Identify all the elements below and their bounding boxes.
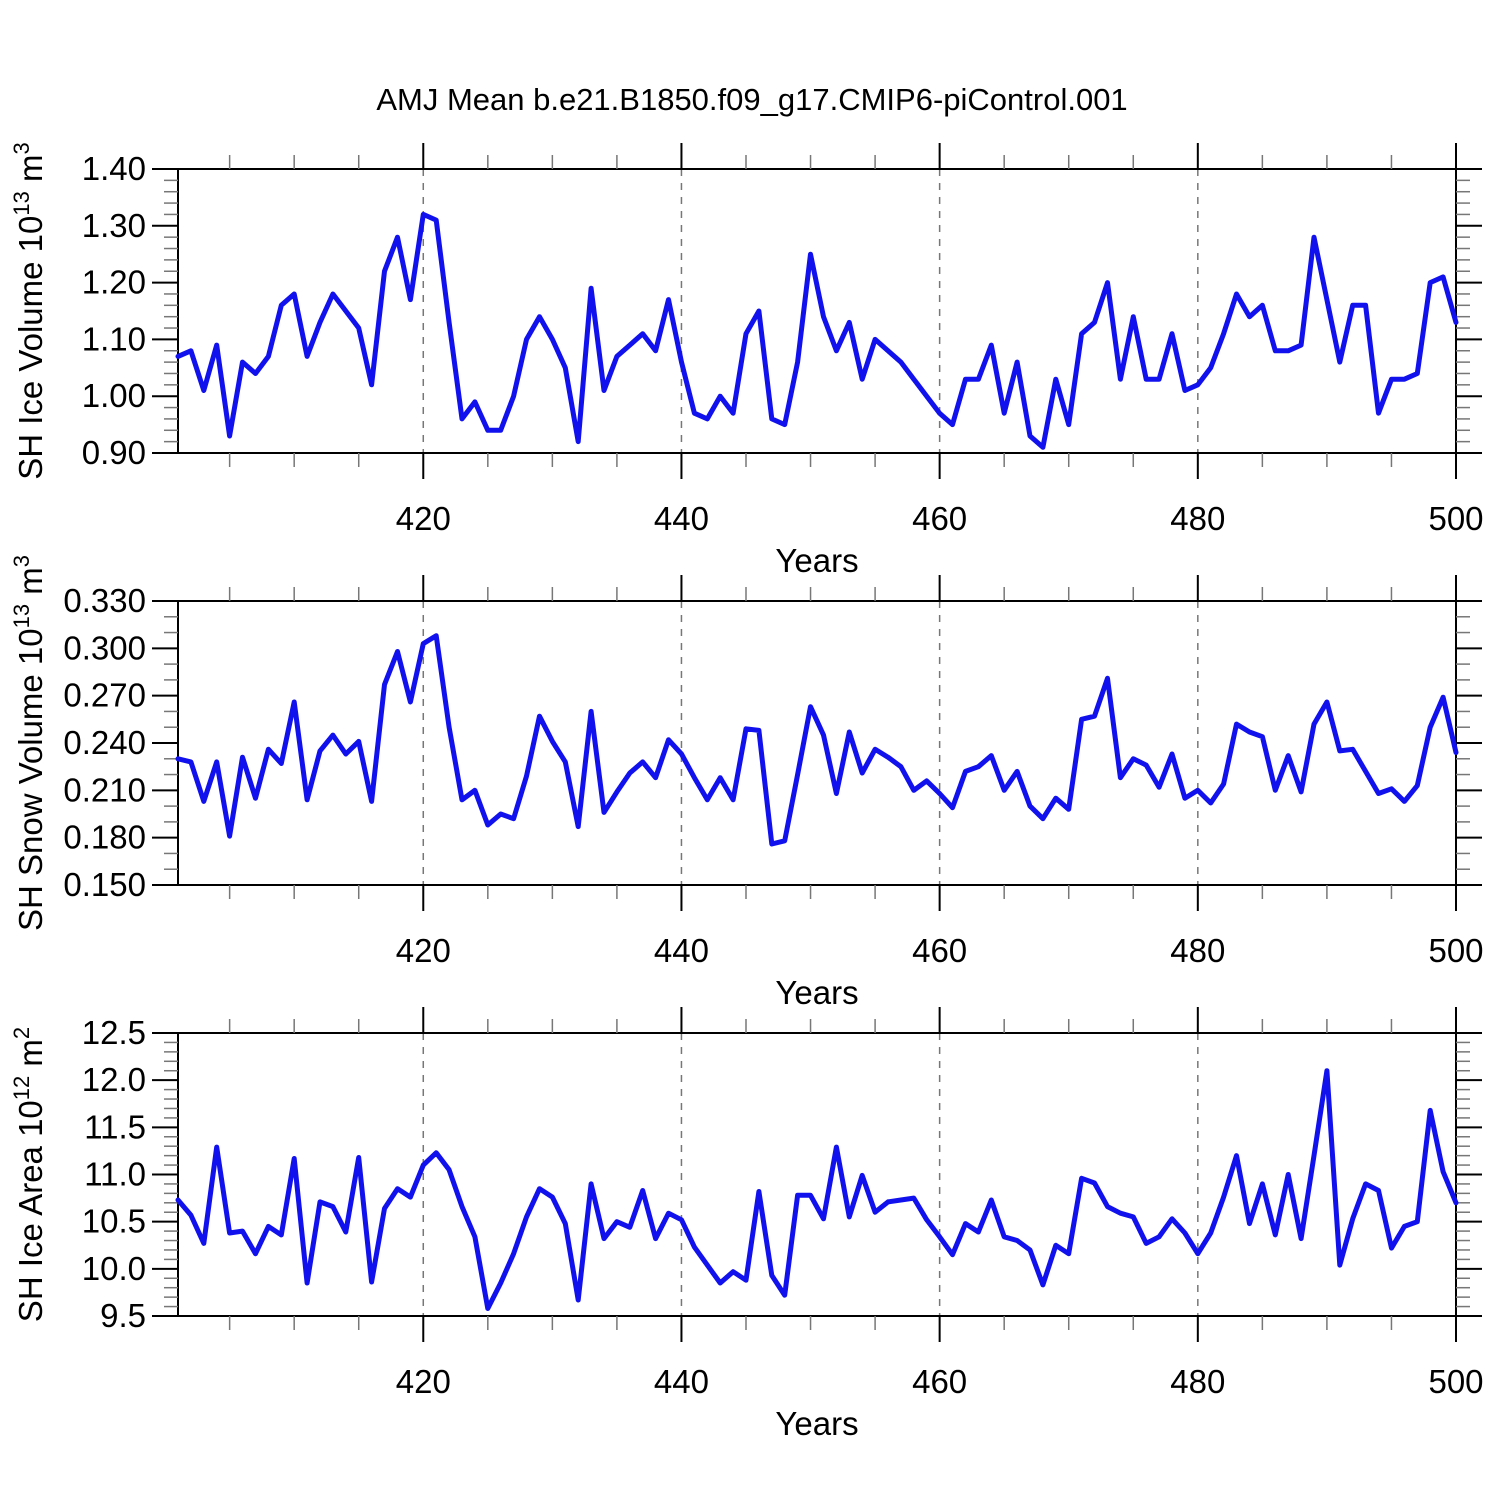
x-tick-label: 440 — [654, 500, 709, 537]
x-tick-label: 500 — [1428, 500, 1483, 537]
x-tick-label: 420 — [396, 500, 451, 537]
y-tick-label: 0.180 — [63, 819, 146, 856]
y-tick-label: 1.30 — [82, 207, 146, 244]
y-tick-label: 12.5 — [82, 1014, 146, 1051]
y-axis-title: SH Snow Volume 1013 m3 — [9, 555, 49, 931]
x-tick-label: 420 — [396, 932, 451, 969]
y-tick-label: 11.0 — [84, 1156, 146, 1193]
y-tick-label: 10.0 — [82, 1250, 146, 1287]
x-axis-title: Years — [775, 542, 858, 579]
y-tick-label: 1.00 — [82, 377, 146, 414]
y-tick-label: 9.5 — [100, 1297, 146, 1334]
y-tick-label: 0.210 — [63, 771, 146, 808]
plot-frame — [177, 168, 1457, 454]
y-tick-label: 0.240 — [63, 724, 146, 761]
y-tick-label: 0.330 — [63, 582, 146, 619]
y-tick-label: 0.150 — [63, 866, 146, 903]
x-tick-label: 440 — [654, 1363, 709, 1400]
y-tick-label: 12.0 — [82, 1061, 146, 1098]
y-tick-label: 0.300 — [63, 629, 146, 666]
data-line-sh-ice-area — [175, 1068, 1459, 1311]
x-tick-label: 440 — [654, 932, 709, 969]
data-line-sh-ice-volume — [175, 211, 1459, 450]
x-tick-label: 480 — [1170, 500, 1225, 537]
y-tick-label: 1.20 — [82, 264, 146, 301]
panel-sh-snow-volume: 420 440 460 480 500 0.150 0.180 0.210 0.240 0.270… — [9, 555, 1484, 1011]
data-line-sh-snow-volume — [175, 633, 1459, 847]
x-tick-label: 500 — [1428, 1363, 1483, 1400]
x-tick-label: 460 — [912, 932, 967, 969]
panel-sh-ice-area: 420 440 460 480 500 9.5 10.0 10.5 11.0 11.5 12.0 12… — [9, 1007, 1484, 1442]
x-tick-label: 480 — [1170, 932, 1225, 969]
x-tick-label: 460 — [912, 500, 967, 537]
chart-title: AMJ Mean b.e21.B1850.f09_g17.CMIP6-piCon… — [376, 82, 1127, 117]
y-axis-title: SH Ice Volume 1013 m3 — [9, 142, 49, 480]
y-tick-label: 1.40 — [82, 150, 146, 187]
panel-sh-ice-volume: 420 440 460 480 500 0.90 1.00 1.10 1.20 1.30 1.40 Y… — [9, 142, 1484, 579]
y-tick-label: 1.10 — [82, 320, 146, 357]
y-tick-label: 0.90 — [82, 434, 146, 471]
y-tick-label: 0.270 — [63, 677, 146, 714]
y-axis-title: SH Ice Area 1012 m2 — [9, 1027, 49, 1322]
x-axis-title: Years — [775, 974, 858, 1011]
y-tick-label: 11.5 — [84, 1108, 146, 1145]
x-tick-label: 500 — [1428, 932, 1483, 969]
x-tick-label: 420 — [396, 1363, 451, 1400]
x-axis-title: Years — [775, 1405, 858, 1442]
x-tick-label: 460 — [912, 1363, 967, 1400]
y-tick-label: 10.5 — [82, 1203, 146, 1240]
x-tick-label: 480 — [1170, 1363, 1225, 1400]
